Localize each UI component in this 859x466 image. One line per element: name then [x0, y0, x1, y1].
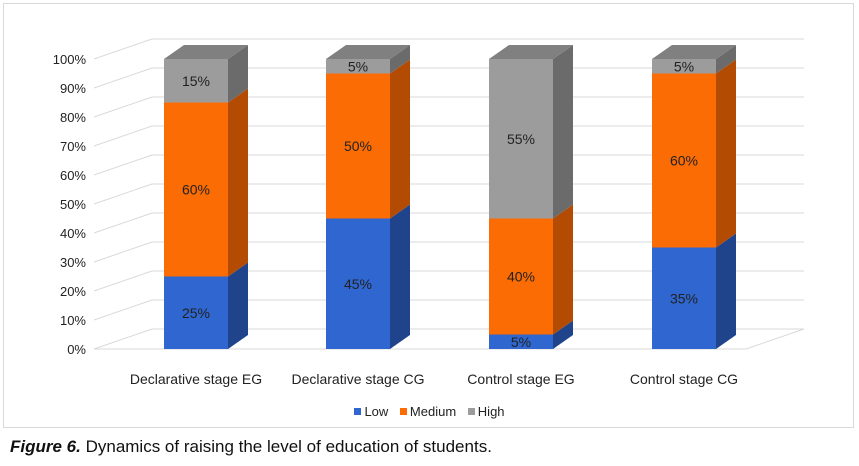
gridline-diagonal: [93, 299, 153, 321]
x-tick-label: Declarative stage EG: [130, 371, 262, 387]
data-label-high-1: 15%: [182, 73, 210, 89]
bar-side-high-1: [228, 45, 248, 103]
bar-side-low-2: [390, 204, 410, 349]
bar-high-1: [164, 59, 228, 103]
y-tick-label: 10%: [60, 313, 86, 328]
y-tick-label: 60%: [60, 168, 86, 183]
bar-top-high-1: [164, 45, 248, 59]
gridline-diagonal: [93, 38, 153, 60]
bar-high-3: [489, 59, 553, 219]
x-tick-label: Control stage EG: [467, 371, 574, 387]
data-label-high-4: 5%: [674, 58, 694, 74]
bar-top-high-2: [326, 45, 410, 59]
legend-swatch-high: [467, 408, 475, 415]
legend-item-medium: Medium: [399, 404, 457, 419]
data-label-high-3: 55%: [507, 131, 535, 147]
bar-top-high-4: [652, 45, 736, 59]
legend-item-low: Low: [354, 404, 388, 419]
gridline-diagonal: [93, 212, 153, 234]
legend: Low Medium High: [0, 403, 859, 419]
bar-top-high-3: [489, 45, 573, 59]
figure-caption: Figure 6. Dynamics of raising the level …: [10, 437, 492, 457]
y-tick-label: 20%: [60, 284, 86, 299]
x-tick-label: Declarative stage CG: [291, 371, 424, 387]
data-label-low-3: 5%: [511, 334, 531, 350]
gridline-diagonal: [93, 328, 153, 350]
data-label-medium-2: 50%: [344, 138, 372, 154]
legend-label-medium: Medium: [409, 404, 457, 419]
data-label-medium-3: 40%: [507, 269, 535, 285]
bar-low-2: [326, 218, 390, 349]
bar-side-high-3: [553, 45, 573, 219]
y-tick-label: 70%: [60, 139, 86, 154]
y-tick-label: 0%: [67, 342, 86, 357]
bar-medium-4: [652, 73, 716, 248]
bar-low-1: [164, 276, 228, 349]
bar-side-high-2: [390, 45, 410, 74]
x-tick-label: Control stage CG: [630, 371, 738, 387]
y-tick-label: 100%: [53, 52, 87, 67]
y-tick-label: 90%: [60, 81, 86, 96]
y-tick-label: 30%: [60, 255, 86, 270]
bar-side-low-3: [553, 320, 573, 349]
bar-side-medium-4: [716, 59, 736, 248]
bar-medium-1: [164, 102, 228, 277]
legend-item-high: High: [467, 404, 505, 419]
gridline-diagonal: [93, 67, 153, 89]
bar-side-medium-2: [390, 59, 410, 219]
data-label-medium-1: 60%: [182, 182, 210, 198]
bar-side-low-4: [716, 233, 736, 349]
bar-side-medium-3: [553, 204, 573, 335]
data-label-low-4: 35%: [670, 290, 698, 306]
bar-medium-2: [326, 73, 390, 219]
legend-swatch-medium: [399, 408, 407, 415]
data-label-medium-4: 60%: [670, 153, 698, 169]
gridline-diagonal: [93, 241, 153, 263]
y-tick-label: 80%: [60, 110, 86, 125]
gridline-diagonal: [93, 96, 153, 118]
gridline-diagonal: [93, 270, 153, 292]
data-label-low-1: 25%: [182, 305, 210, 321]
bar-side-medium-1: [228, 88, 248, 277]
legend-label-low: Low: [364, 404, 389, 419]
data-label-high-2: 5%: [348, 58, 368, 74]
bar-high-2: [326, 59, 390, 74]
legend-swatch-low: [354, 408, 362, 415]
bar-high-4: [652, 59, 716, 74]
gridline-diagonal: [93, 183, 153, 205]
figure-label: Figure 6.: [10, 437, 81, 456]
bar-side-high-4: [716, 45, 736, 74]
figure-caption-text: Dynamics of raising the level of educati…: [80, 437, 492, 456]
floor-right-edge: [745, 328, 805, 350]
bar-medium-3: [489, 218, 553, 335]
legend-label-high: High: [477, 404, 505, 419]
y-tick-label: 40%: [60, 226, 86, 241]
bar-low-3: [489, 334, 553, 349]
bar-side-low-1: [228, 262, 248, 349]
gridline-diagonal: [93, 154, 153, 176]
data-label-low-2: 45%: [344, 276, 372, 292]
y-tick-label: 50%: [60, 197, 86, 212]
gridline-diagonal: [93, 125, 153, 147]
bar-low-4: [652, 247, 716, 349]
